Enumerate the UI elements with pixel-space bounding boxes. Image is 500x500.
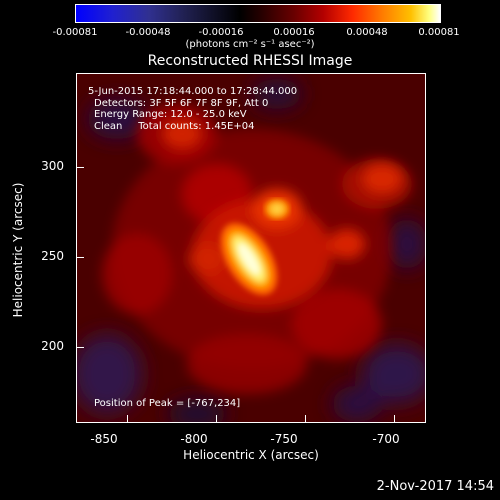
time-range-label: 5-Jun-2015 17:18:44.000 to 17:28:44.000 — [88, 86, 298, 97]
colorbar-tick: 0.00016 — [273, 27, 315, 38]
y-tickmark — [77, 257, 84, 258]
colorbar-tick: -0.00016 — [198, 27, 244, 38]
image-heatmap — [77, 74, 425, 422]
colorbar-tick: -0.00081 — [52, 27, 98, 38]
x-tick-label: -750 — [270, 432, 298, 446]
x-tickmark — [305, 415, 306, 422]
datestamp: 2-Nov-2017 14:54 — [376, 479, 494, 494]
y-tick-label: 300 — [41, 159, 64, 173]
x-axis-label: Heliocentric X (arcsec) — [183, 448, 319, 462]
y-axis-label: Heliocentric Y (arcsec) — [11, 182, 25, 318]
colorbar-tick: -0.00048 — [125, 27, 171, 38]
y-tick-label: 200 — [41, 339, 64, 353]
x-tickmark — [127, 415, 128, 422]
energy-range-label: Energy Range: 12.0 - 25.0 keV — [94, 109, 247, 120]
peak-position-label: Position of Peak = [-767,234] — [94, 398, 241, 409]
x-tickmark — [394, 415, 395, 422]
colorbar-tick: 0.00048 — [346, 27, 388, 38]
x-tick-label: -800 — [180, 432, 208, 446]
colorbar — [75, 4, 441, 23]
y-tickmark — [77, 167, 84, 168]
x-tickmark — [216, 415, 217, 422]
x-tick-label: -700 — [372, 432, 400, 446]
x-tick-label: -850 — [90, 432, 118, 446]
rhessi-image[interactable]: 5-Jun-2015 17:18:44.000 to 17:28:44.000 … — [76, 73, 426, 423]
clean-counts-label: Clean Total counts: 1.45E+04 — [94, 121, 255, 132]
y-tick-label: 250 — [41, 249, 64, 263]
y-tickmark — [77, 347, 84, 348]
colorbar-tick: 0.00081 — [418, 27, 460, 38]
detectors-label: Detectors: 3F 5F 6F 7F 8F 9F, Att 0 — [94, 98, 269, 109]
image-title: Reconstructed RHESSI Image — [147, 53, 353, 69]
colorbar-units: (photons cm⁻² s⁻¹ asec⁻²) — [185, 39, 315, 50]
